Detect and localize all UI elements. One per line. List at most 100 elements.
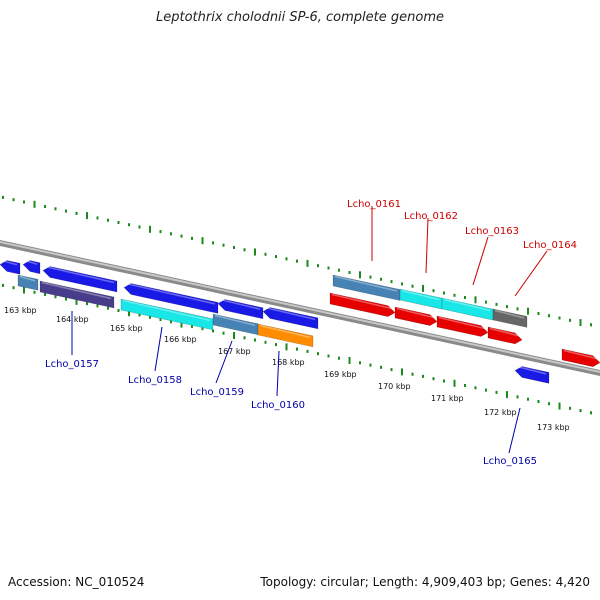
inner-tick [65,297,67,301]
inner-tick [306,349,309,353]
outer-tick [117,221,120,224]
inner-tick [527,397,529,401]
gene-shine-10 [259,324,311,339]
outer-tick [86,212,88,220]
inner-tick [558,402,561,410]
gene-arrow-0 [0,260,21,275]
gene-shine-4 [41,281,112,300]
gene-shine-18 [489,327,520,337]
gene-shine-3 [19,275,36,282]
gene-label-Lcho_0163: Lcho_0163 [465,226,519,237]
outer-tick [243,248,246,252]
gene-arrow-1 [22,260,41,275]
gene-arrow-15 [329,292,396,317]
outer-tick [170,232,172,236]
outer-tick [54,207,57,211]
inner-tick [338,356,340,360]
outer-tick [464,296,466,299]
inner-tick [254,338,256,342]
inner-tick [443,379,445,383]
outer-tick [558,316,561,320]
inner-tick [579,409,582,413]
inner-tick [233,332,235,339]
scale-label: 172 kbp [484,408,517,417]
inner-tick [537,400,540,403]
inner-tick [54,295,57,299]
leader-line [425,217,429,274]
gene-shine-15 [331,293,393,310]
gene-shine-17 [438,316,486,330]
outer-tick [128,223,130,227]
gene-arrow-18 [487,326,523,345]
outer-tick [516,307,519,311]
outer-tick [65,209,67,213]
leader-line [215,340,233,384]
outer-tick [548,314,550,318]
gene-shine-9 [214,314,256,326]
inner-tick [86,302,88,306]
label-leaders [71,206,548,454]
inner-tick [390,368,393,372]
inner-tick [453,379,456,387]
scale-label: 165 kbp [110,324,143,333]
gene-shine-7 [264,306,316,321]
outer-tick [138,225,141,229]
inner-tick [96,304,99,308]
scale-label: 168 kbp [272,358,305,367]
outer-tick [254,248,256,256]
inner-tick [138,313,141,317]
outer-tick [33,200,36,208]
gene-arrow-6 [217,299,264,320]
inner-tick [485,388,487,392]
gene-arrow-8 [120,298,214,331]
outer-tick [222,243,225,247]
outer-tick [569,318,571,322]
scale-label: 167 kbp [218,347,251,356]
outer-tick [443,291,445,295]
gene-arrow-11 [332,274,401,301]
outer-tick [474,296,477,304]
outer-tick [369,275,372,279]
outer-tick [527,307,529,315]
outer-tick [579,319,582,327]
outer-tick [233,246,235,249]
scale-label: 163 kbp [4,306,37,315]
gene-arrow-20 [514,366,550,384]
gene-shine-6 [219,298,261,310]
leader-line [472,236,489,286]
gene-label-Lcho_0160: Lcho_0160 [251,400,305,411]
gene-arrow-5 [123,283,219,314]
outer-tick [107,218,109,222]
outer-tick [264,252,267,256]
gene-arrow-2 [42,266,118,293]
outer-tick [285,257,288,261]
outer-tick [348,271,351,274]
inner-tick [474,386,477,390]
inner-tick [380,365,382,369]
gene-shine-11 [334,275,398,292]
outer-tick [453,293,456,297]
outer-tick [75,211,78,215]
outer-tick [327,266,330,270]
leader-line [508,407,521,454]
outer-tick [338,268,340,272]
outer-tick [12,198,15,202]
leader-line [276,350,280,397]
gene-arrow-4 [39,280,115,309]
genes [0,259,600,384]
gene-shine-0 [1,259,18,266]
inner-tick [348,357,351,364]
gene-shine-19 [563,349,598,360]
inner-tick [212,329,214,333]
inner-tick [191,324,193,328]
inner-tick [128,309,130,317]
outer-tick [23,200,25,204]
gene-arrow-10 [257,323,314,348]
gene-shine-14 [494,309,525,319]
inner-tick [411,372,414,376]
gene-shine-20 [516,365,547,375]
inner-tick [432,377,435,381]
outer-tick [390,280,393,284]
